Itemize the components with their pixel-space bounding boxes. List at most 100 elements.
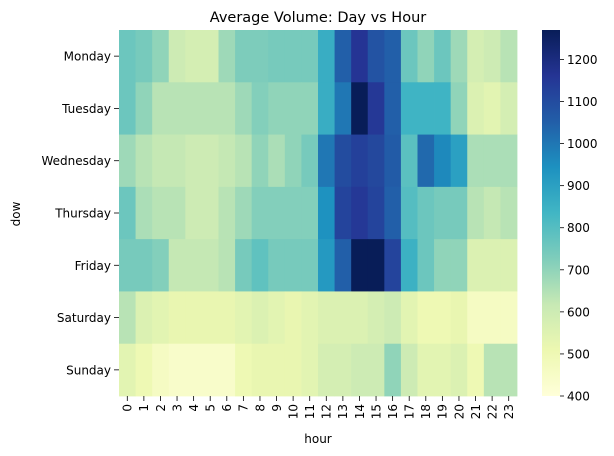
x-tick-label: 13 (336, 404, 350, 419)
heatmap-cell (334, 239, 352, 292)
heatmap-cell (318, 291, 335, 345)
heatmap-cell (500, 186, 518, 240)
heatmap-cell (318, 239, 335, 292)
heatmap-cell (384, 134, 402, 188)
heatmap-cell (483, 82, 501, 135)
heatmap-cell (268, 186, 286, 240)
heatmap-cell (500, 239, 518, 292)
heatmap-cell (152, 291, 170, 345)
heatmap-cell (400, 291, 418, 345)
heatmap-cell (284, 30, 302, 83)
heatmap-cell (434, 343, 452, 397)
heatmap-cell (201, 239, 219, 292)
heatmap-cell (235, 239, 253, 292)
heatmap-cell (400, 186, 418, 240)
heatmap-cell (318, 343, 335, 397)
y-tick-label: Tuesday (61, 102, 111, 116)
heatmap-cell (301, 239, 319, 292)
heatmap-cell (450, 30, 468, 83)
heatmap-cell (268, 82, 286, 135)
y-tick-labels: Monday Tuesday Wednesday Thursday Friday Satu… (42, 50, 119, 377)
x-tick-label: 9 (270, 404, 284, 412)
heatmap-cell (284, 186, 302, 240)
heatmap-cell (384, 82, 402, 135)
heatmap-cell (483, 30, 501, 83)
heatmap-cell (135, 134, 153, 188)
heatmap-cell (218, 30, 236, 83)
heatmap-cell (268, 30, 286, 83)
heatmap-cell (168, 186, 186, 240)
heatmap-cell (400, 239, 418, 292)
heatmap-cell (417, 239, 435, 292)
heatmap-cell (168, 82, 186, 135)
heatmap-cell (301, 82, 319, 135)
x-tick-labels: 0 1 2 3 4 5 6 7 8 9 10 11 12 13 14 15 16 17 18 19 20 21 22 23 (121, 396, 516, 419)
heatmap-cell (500, 82, 518, 135)
heatmap-cell (152, 82, 170, 135)
heatmap-cell (251, 291, 269, 345)
x-tick-label: 17 (403, 404, 417, 419)
heatmap-cell (218, 134, 236, 188)
x-tick-label: 0 (121, 404, 135, 412)
heatmap-cell (400, 30, 418, 83)
heatmap-cell (351, 82, 369, 135)
heatmap-cell (284, 291, 302, 345)
x-tick-label: 1 (137, 404, 151, 412)
heatmap-cell (135, 343, 153, 397)
heatmap-cell (500, 291, 518, 345)
x-tick-label: 22 (485, 404, 499, 419)
heatmap-cell (434, 134, 452, 188)
heatmap-cell (185, 134, 203, 188)
heatmap-cell (152, 343, 170, 397)
chart-title: Average Volume: Day vs Hour (210, 10, 427, 26)
colorbar-tick-label: 1000 (567, 137, 598, 151)
heatmap-cell (235, 134, 253, 188)
heatmap-cell (483, 343, 501, 397)
heatmap-cell (483, 239, 501, 292)
heatmap-cell (384, 291, 402, 345)
x-tick-label: 4 (187, 404, 201, 412)
colorbar-tick-label: 800 (567, 221, 590, 235)
heatmap-cell (301, 134, 319, 188)
heatmap-cell (119, 343, 136, 397)
heatmap-cell (351, 343, 369, 397)
colorbar-tick-label: 1100 (567, 95, 598, 109)
colorbar-tick-label: 500 (567, 347, 590, 361)
heatmap-cell (434, 239, 452, 292)
heatmap-cell (284, 82, 302, 135)
heatmap-cell (119, 291, 136, 345)
heatmap-cell (284, 343, 302, 397)
y-axis-label: dow (9, 201, 23, 226)
colorbar (542, 30, 560, 396)
y-tick-label: Wednesday (42, 154, 111, 168)
colorbar-tick-label: 600 (567, 305, 590, 319)
heatmap-cell (400, 343, 418, 397)
heatmap-cell (235, 30, 253, 83)
heatmap-cell (334, 343, 352, 397)
heatmap-cell (450, 134, 468, 188)
heatmap-cell (152, 239, 170, 292)
heatmap-cell (152, 134, 170, 188)
heatmap-cell (467, 134, 485, 188)
colorbar-tick-label: 400 (567, 390, 590, 404)
heatmap-cell (417, 82, 435, 135)
heatmap-cell (152, 30, 170, 83)
heatmap-cell (218, 343, 236, 397)
heatmap-cell (467, 239, 485, 292)
heatmap-cell (351, 30, 369, 83)
heatmap-cell (400, 134, 418, 188)
y-tick-label: Sunday (66, 363, 111, 377)
heatmap-cell (367, 291, 385, 345)
heatmap-cell (119, 134, 136, 188)
heatmap-cell (467, 82, 485, 135)
heatmap-cell (417, 291, 435, 345)
heatmap-cell (235, 291, 253, 345)
heatmap-cell (367, 186, 385, 240)
heatmap-cell (334, 30, 352, 83)
heatmap-cells (119, 30, 518, 397)
y-tick-label: Saturday (57, 311, 111, 325)
heatmap-cell (351, 134, 369, 188)
heatmap-cell (334, 82, 352, 135)
heatmap-cell (201, 82, 219, 135)
heatmap-cell (301, 343, 319, 397)
